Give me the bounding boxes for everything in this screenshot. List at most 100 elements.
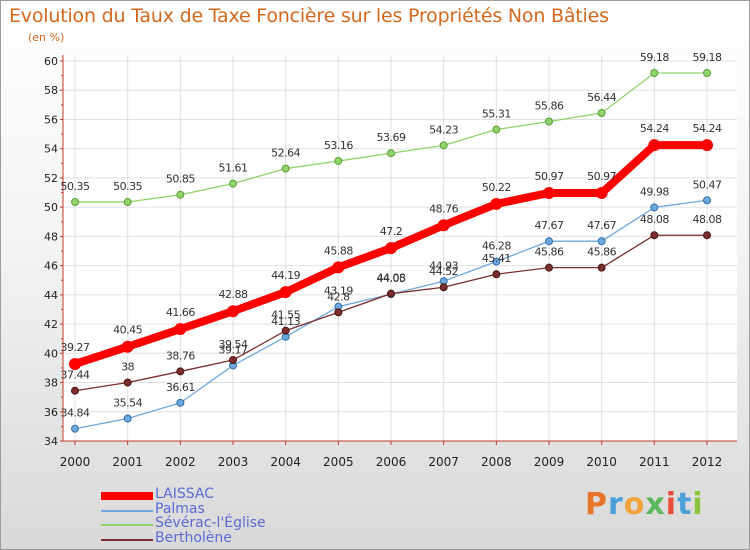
data-label: 41.55 — [271, 309, 300, 322]
data-label: 55.86 — [535, 100, 564, 113]
data-label: 39.54 — [219, 338, 248, 351]
data-point — [439, 141, 448, 150]
legend-swatch — [101, 524, 153, 526]
data-label: 50.47 — [693, 178, 722, 191]
data-point — [121, 340, 134, 353]
brand-letter: o — [623, 487, 646, 522]
brand-letter: P — [585, 487, 608, 522]
y-tick-label: 38 — [44, 377, 58, 390]
brand-letter: i — [665, 487, 678, 522]
legend-label: Sévérac-l'Église — [155, 515, 266, 531]
data-label: 44.05 — [377, 272, 406, 285]
brand-logo: Proxiti — [585, 487, 704, 522]
x-tick-label: 2009 — [534, 455, 565, 469]
x-tick-label: 2010 — [586, 455, 617, 469]
data-label: 43.19 — [324, 285, 353, 298]
data-label: 42.8 — [327, 290, 350, 303]
x-tick-label: 2005 — [323, 455, 354, 469]
y-tick-label: 42 — [44, 318, 58, 331]
data-point — [332, 261, 345, 274]
data-point — [174, 323, 187, 336]
data-label: 44.52 — [429, 265, 458, 278]
x-tick-label: 2007 — [428, 455, 459, 469]
data-label: 38 — [121, 361, 134, 374]
data-label: 48.76 — [429, 202, 458, 215]
data-point — [123, 198, 132, 207]
data-point — [281, 326, 290, 335]
data-label: 46.28 — [482, 240, 511, 253]
data-point — [123, 378, 132, 387]
data-label: 39.27 — [61, 341, 90, 354]
y-tick-label: 44 — [44, 289, 58, 302]
series-2: 50.35 50.35 50.85 51.61 52.64 53.16 53.69 54.23… — [61, 51, 722, 207]
data-point — [437, 219, 450, 232]
data-point — [176, 398, 185, 407]
data-point — [227, 305, 239, 318]
data-label: 44.08 — [377, 272, 406, 285]
data-point — [69, 357, 81, 370]
data-point — [71, 424, 79, 433]
data-point — [492, 125, 501, 134]
data-point — [650, 231, 659, 240]
legend-swatch — [101, 539, 153, 541]
data-label: 37.44 — [61, 369, 90, 382]
data-point — [176, 190, 185, 199]
data-label: 36.61 — [166, 381, 195, 394]
data-point — [492, 257, 501, 266]
brand-letter: i — [692, 487, 704, 522]
data-label: 47.67 — [587, 219, 616, 232]
y-tick-label: 58 — [44, 84, 58, 97]
data-point — [439, 283, 448, 292]
y-tick-label: 40 — [44, 347, 58, 360]
legend-swatch — [101, 510, 153, 512]
data-point — [229, 179, 237, 188]
data-label: 34.84 — [61, 407, 90, 420]
data-label: 47.67 — [535, 219, 564, 232]
data-label: 55.31 — [482, 108, 511, 121]
data-point — [597, 263, 606, 272]
x-tick-label: 2008 — [481, 455, 512, 469]
data-label: 48.08 — [693, 213, 722, 226]
y-tick-label: 36 — [44, 406, 58, 419]
data-label: 48.08 — [640, 213, 669, 226]
data-label: 50.85 — [166, 173, 195, 186]
x-tick-label: 2001 — [112, 455, 143, 469]
legend-swatch — [101, 492, 153, 500]
data-label: 38.76 — [166, 349, 195, 362]
data-label: 35.54 — [113, 396, 142, 409]
data-label: 40.45 — [113, 324, 142, 337]
data-label: 50.35 — [61, 180, 90, 193]
data-label: 59.18 — [640, 51, 669, 64]
data-point — [703, 231, 711, 240]
data-label: 50.97 — [587, 170, 616, 183]
data-point — [543, 186, 555, 199]
data-label: 54.24 — [693, 122, 722, 135]
data-label: 44.93 — [429, 259, 458, 272]
x-tick-label: 2012 — [692, 455, 723, 469]
brand-letter: x — [645, 487, 666, 522]
data-point — [387, 149, 395, 158]
x-tick-label: 2000 — [60, 455, 91, 469]
x-tick-label: 2006 — [376, 455, 407, 469]
data-point — [334, 308, 343, 317]
data-label: 54.24 — [640, 122, 669, 135]
data-point — [71, 198, 79, 207]
data-label: 54.23 — [429, 123, 458, 136]
data-point — [545, 263, 553, 272]
data-point — [597, 237, 606, 246]
data-label: 42.88 — [219, 288, 248, 301]
x-tick-label: 2004 — [270, 455, 301, 469]
data-label: 59.18 — [693, 51, 722, 64]
legend-label: Bertholène — [155, 530, 232, 546]
data-point — [279, 286, 292, 299]
data-point — [701, 139, 713, 152]
y-tick-label: 48 — [44, 230, 58, 243]
data-point — [385, 242, 397, 255]
brand-letter: t — [677, 487, 693, 522]
y-tick-label: 52 — [44, 172, 58, 185]
series-3: 37.44 38 38.76 39.54 41.55 42.8 44.08 44.52 45.4… — [61, 213, 722, 395]
data-point — [123, 414, 132, 423]
y-tick-label: 34 — [44, 435, 58, 448]
x-tick-label: 2011 — [639, 455, 670, 469]
data-point — [176, 367, 185, 376]
